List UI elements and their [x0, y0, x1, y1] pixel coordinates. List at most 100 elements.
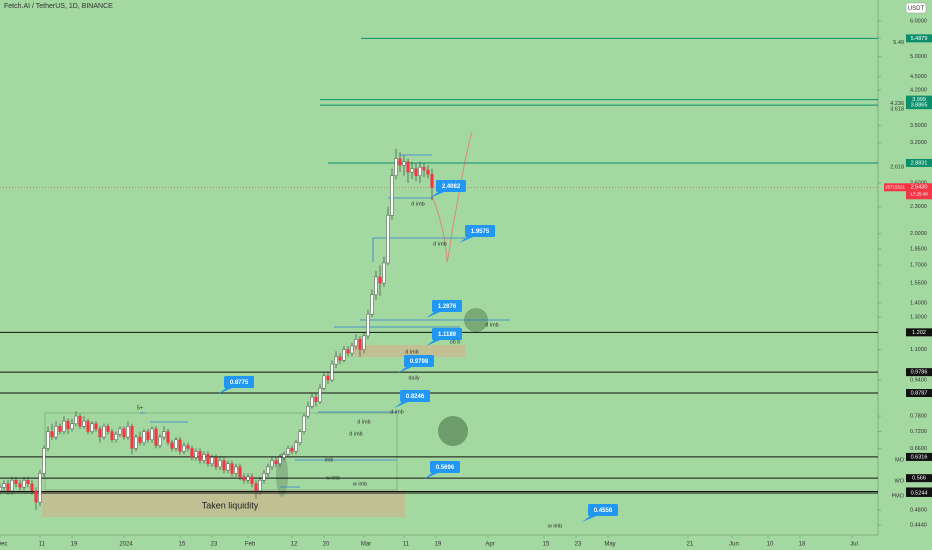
candle-body [234, 466, 238, 474]
candle-body [114, 434, 118, 441]
level-tag: MO [895, 457, 905, 463]
tag-pointer [424, 473, 438, 479]
candle-body [58, 426, 62, 432]
candle-body [250, 476, 254, 484]
level-label: 0.566 [912, 476, 926, 482]
candle-body [410, 168, 414, 173]
candle-body [178, 439, 182, 452]
level-label-box [906, 101, 932, 110]
candle-body [374, 276, 378, 295]
x-tick-label: 11 [39, 542, 46, 548]
x-tick-label: 18 [799, 542, 806, 548]
tag-label: 0.8775 [230, 380, 249, 386]
y-tick-label: 0.7200 [910, 429, 927, 435]
candle-body [330, 363, 334, 381]
marker-ellipse [276, 453, 288, 497]
note: Taken liquidity [202, 500, 259, 510]
x-tick-label: Mar [361, 542, 371, 548]
candle-body [190, 448, 194, 458]
currency-box[interactable] [905, 2, 927, 14]
note: d imb [390, 409, 403, 415]
level-label-box [906, 368, 932, 377]
note: d imb [405, 349, 418, 355]
candle-body [390, 175, 394, 216]
candle-body [246, 476, 250, 481]
candle-body [302, 415, 306, 432]
candle-body [142, 431, 146, 443]
candle-body [398, 158, 402, 166]
marker-circle [438, 416, 468, 446]
candle-body [238, 466, 242, 477]
y-tick-label: 3.5000 [910, 123, 927, 129]
candle-body [162, 431, 166, 438]
candle-body [306, 406, 310, 417]
y-tick-label: 0.7800 [910, 414, 927, 420]
fib-label: 4.236 [890, 101, 904, 107]
level-label-box [906, 95, 932, 104]
x-tick-label: 11 [403, 542, 410, 548]
title-bg [0, 0, 136, 11]
candle-body [314, 396, 318, 402]
candle-body [370, 294, 374, 315]
y-tick-label: 4.5000 [910, 74, 927, 80]
tag-label: 1.2876 [438, 304, 457, 310]
candle-body [278, 457, 282, 464]
y-tick-label: 2.0000 [910, 231, 927, 237]
candle-body [62, 420, 66, 432]
currency: USDT [908, 6, 925, 12]
candle-body [158, 436, 162, 446]
candle-body [362, 335, 366, 350]
level-label: 0.8787 [911, 390, 928, 396]
y-tick-label: 1.3000 [910, 315, 927, 321]
candle-body [166, 431, 170, 443]
x-tick-label: Feb [245, 542, 256, 548]
tag-pointer [426, 312, 440, 318]
candle-body [206, 454, 210, 464]
tag-pointer [582, 516, 596, 522]
candle-body [74, 415, 78, 424]
tag-pointer [430, 192, 444, 198]
x-tick-label: Jun [729, 542, 739, 548]
candle-body [42, 448, 46, 474]
candle-body [54, 426, 58, 438]
y-tick-label: 0.4440 [910, 523, 927, 529]
candle-body [322, 375, 326, 389]
note: w imb [325, 475, 340, 481]
candle-body [294, 442, 298, 452]
x-tick-label: 12 [291, 542, 298, 548]
candle-body [342, 349, 346, 361]
candle-body [382, 262, 386, 284]
candle-body [202, 454, 206, 461]
tag-box [465, 225, 495, 237]
y-tick-label: 2.3000 [910, 204, 927, 210]
candle-body [194, 451, 198, 458]
x-tick-label: 21 [687, 542, 694, 548]
candle-body [66, 420, 70, 430]
candle-body [394, 158, 398, 176]
countdown: 17:25:48 [910, 191, 928, 196]
fib-label: 5.49 [893, 40, 904, 46]
y-tick-label: 0.9400 [910, 377, 927, 383]
candle-body [198, 451, 202, 461]
candle-body [222, 460, 226, 471]
tag-box [224, 376, 254, 388]
candle-body [110, 431, 114, 441]
projection-path [431, 131, 473, 263]
y-tick-label: 0.6600 [910, 446, 927, 452]
candle-body [2, 483, 6, 488]
level-label: 0.5244 [911, 490, 928, 496]
candle-body [418, 167, 422, 176]
zone [42, 490, 405, 517]
candle-body [270, 460, 274, 468]
candle-body [318, 388, 322, 402]
tag-pointer [218, 388, 232, 394]
note: daily [408, 375, 420, 381]
y-tick-label: 6.0000 [910, 19, 927, 25]
level-label-box [906, 389, 932, 398]
candle-body [386, 215, 390, 264]
zone [354, 345, 465, 357]
candle-body [102, 426, 106, 438]
candle-body [126, 426, 130, 438]
